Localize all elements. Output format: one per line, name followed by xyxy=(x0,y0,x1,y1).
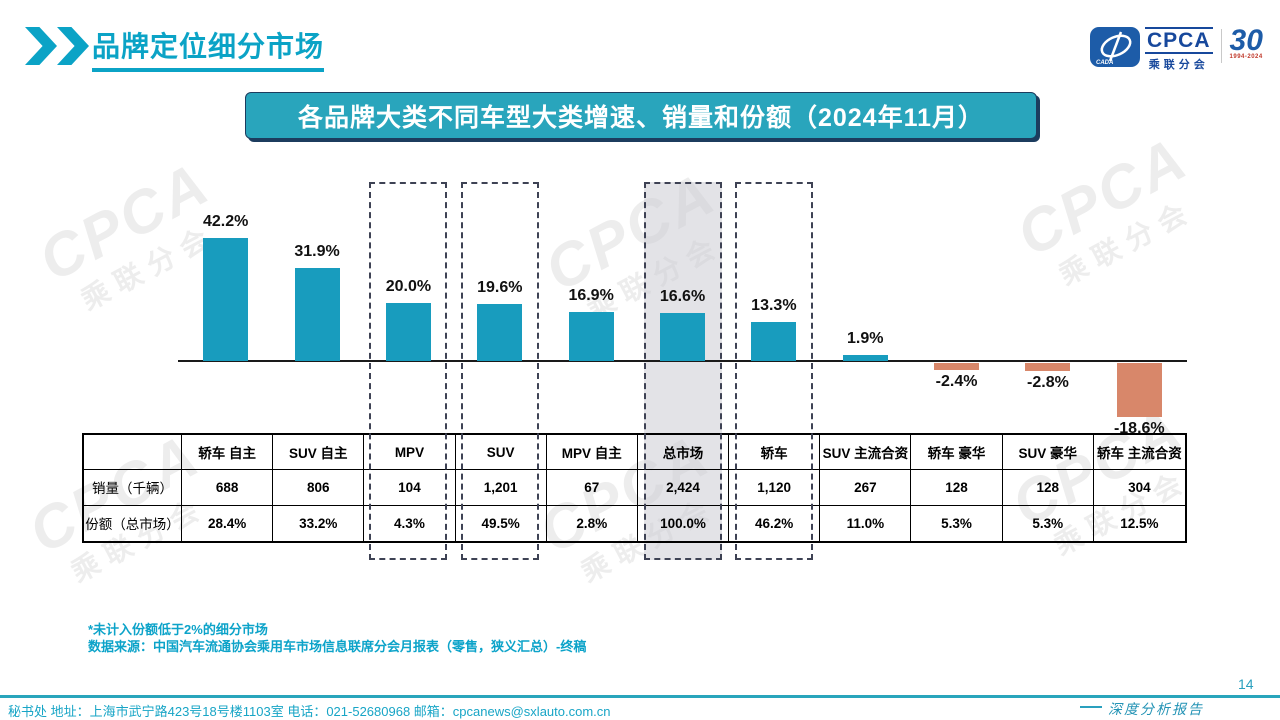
cell-r1-SUV: 1,201 xyxy=(455,470,547,506)
cell-r2-总市场: 100.0% xyxy=(638,505,730,541)
bar-SUV xyxy=(477,304,523,361)
cell-r2-SUV: 49.5% xyxy=(456,505,547,541)
col-header-轿车 主流合资: 轿车 主流合资 xyxy=(1093,435,1185,471)
bar-value-label-总市场: 16.6% xyxy=(659,288,706,305)
watermark-text-en: CPCA xyxy=(1006,124,1199,269)
bar-value-label-MPV: 20.0% xyxy=(385,278,432,295)
bar-value-label-SUV 主流合资: 1.9% xyxy=(846,330,884,347)
col-header-SUV: SUV xyxy=(455,435,547,471)
bar-轿车 自主 xyxy=(203,238,249,361)
axis-baseline xyxy=(178,360,1187,362)
bar-value-label-轿车: 13.3% xyxy=(751,297,797,314)
bar-value-label-轿车 豪华: -2.4% xyxy=(935,373,978,390)
bar-MPV xyxy=(385,303,431,361)
cell-r2-轿车 主流合资: 12.5% xyxy=(1120,515,1159,531)
svg-text:CADA: CADA xyxy=(1096,60,1113,66)
cell-r2-轿车 自主: 28.4% xyxy=(182,505,274,541)
bar-轿车 主流合资 xyxy=(1116,363,1162,417)
watermark-text-cn: 乘联分会 xyxy=(1054,194,1200,292)
cell-r1-MPV 自主: 67 xyxy=(546,470,638,506)
cell-r2-SUV 主流合资: 11.0% xyxy=(820,505,912,541)
cell-r2-SUV 豪华: 5.3% xyxy=(1003,505,1094,541)
col-header-轿车 自主: 轿车 自主 xyxy=(182,435,274,471)
footnote-asterisk: *未计入份额低于2%的细分市场 xyxy=(88,622,268,637)
cell-r2-轿车 豪华: 5.3% xyxy=(911,505,1003,541)
logo-divider xyxy=(1220,29,1222,63)
logo-cn-text: 乘联分会 xyxy=(1148,59,1209,71)
cell-r1-轿车 豪华: 128 xyxy=(911,470,1003,506)
chevron-right-icon xyxy=(57,27,89,65)
segment-table: 轿车 自主 SUV 自主 MPV SUV MPV 自主 总市场 轿车 SUV 主流合资 轿车 豪… xyxy=(82,433,1187,543)
cell-r1-SUV 主流合资: 267 xyxy=(820,470,912,506)
col-header-MPV: MPV xyxy=(364,435,456,471)
col-header-SUV 自主: SUV 自主 xyxy=(273,435,365,471)
footer-divider xyxy=(0,695,1280,698)
report-label-dash xyxy=(1080,706,1102,708)
bar-value-label-轿车 主流合资: -18.6% xyxy=(1113,420,1165,437)
bar-总市场 xyxy=(660,313,705,361)
cell-r2-MPV 自主: 2.8% xyxy=(547,505,638,541)
col-header-总市场: 总市场 xyxy=(637,435,730,471)
bar-轿车 豪华 xyxy=(934,363,980,370)
row-label-2: 份额（总市场） xyxy=(84,505,182,541)
cell-r1-总市场: 2,424 xyxy=(637,470,730,506)
logo-anniversary-years: 1994-2024 xyxy=(1229,54,1263,60)
highlight-fill-总市场 xyxy=(643,182,722,560)
bar-value-label-SUV 豪华: -2.8% xyxy=(1027,374,1069,391)
cell-r1-SUV 自主: 806 xyxy=(273,470,365,506)
col-header-轿车 豪华: 轿车 豪华 xyxy=(911,435,1003,471)
cada-emblem-icon: CADA xyxy=(1090,27,1140,67)
page-number: 14 xyxy=(1238,676,1254,692)
table-corner-cell xyxy=(84,435,182,471)
cell-r2-轿车: 46.2% xyxy=(729,505,821,541)
cell-r1-SUV 豪华: 128 xyxy=(1002,470,1094,506)
cpca-watermark: CPCA 乘联分会 xyxy=(1006,124,1214,298)
cell-r2-SUV 自主: 33.2% xyxy=(273,505,365,541)
bar-value-label-轿车 自主: 42.2% xyxy=(203,213,249,230)
cell-r1-MPV: 104 xyxy=(364,470,456,506)
logo-cpca-text: CPCA xyxy=(1145,27,1213,54)
col-header-SUV 主流合资: SUV 主流合资 xyxy=(820,435,912,471)
bar-SUV 主流合资 xyxy=(842,355,888,361)
col-header-SUV 豪华: SUV 豪华 xyxy=(1002,435,1094,471)
cell-r1-轿车 自主: 688 xyxy=(182,470,274,506)
cell-r2-MPV: 4.3% xyxy=(364,505,456,541)
chart-title-banner: 各品牌大类不同车型大类增速、销量和份额（2024年11月） xyxy=(245,92,1037,139)
bar-value-label-SUV 自主: 31.9% xyxy=(294,243,340,260)
cell-r1-轿车 主流合资: 304 xyxy=(1093,470,1185,506)
report-type-label: 深度分析报告 xyxy=(1108,703,1204,718)
logo-30-text: 30 xyxy=(1229,24,1263,57)
cell-r1-轿车: 1,120 xyxy=(729,470,821,506)
bar-SUV 自主 xyxy=(294,268,340,361)
col-header-轿车: 轿车 xyxy=(729,435,821,471)
bar-value-label-SUV: 19.6% xyxy=(477,279,523,296)
bar-MPV 自主 xyxy=(568,312,614,361)
logo-text-block: CPCA 乘联分会 xyxy=(1145,27,1213,72)
bar-value-label-MPV 自主: 16.9% xyxy=(568,287,614,304)
row-label-1: 销量（千辆） xyxy=(84,470,182,506)
chevron-right-icon xyxy=(25,27,57,65)
bar-SUV 豪华 xyxy=(1025,363,1071,371)
logo-30-badge: 30 1994-2024 xyxy=(1229,24,1263,61)
bar-轿车 xyxy=(751,322,797,361)
page-title: 品牌定位细分市场 xyxy=(92,25,325,72)
footnote-source: 数据来源：中国汽车流通协会乘用车市场信息联席分会月报表（零售，狭义汇总）-终稿 xyxy=(88,639,587,654)
cpca-logo: CADA CPCA 乘联分会 30 1994-2024 xyxy=(1090,24,1263,72)
col-header-MPV 自主: MPV 自主 xyxy=(546,435,638,471)
footer-contact: 秘书处 地址：上海市武宁路423号18号楼1103室 电话：021-526809… xyxy=(8,704,611,719)
